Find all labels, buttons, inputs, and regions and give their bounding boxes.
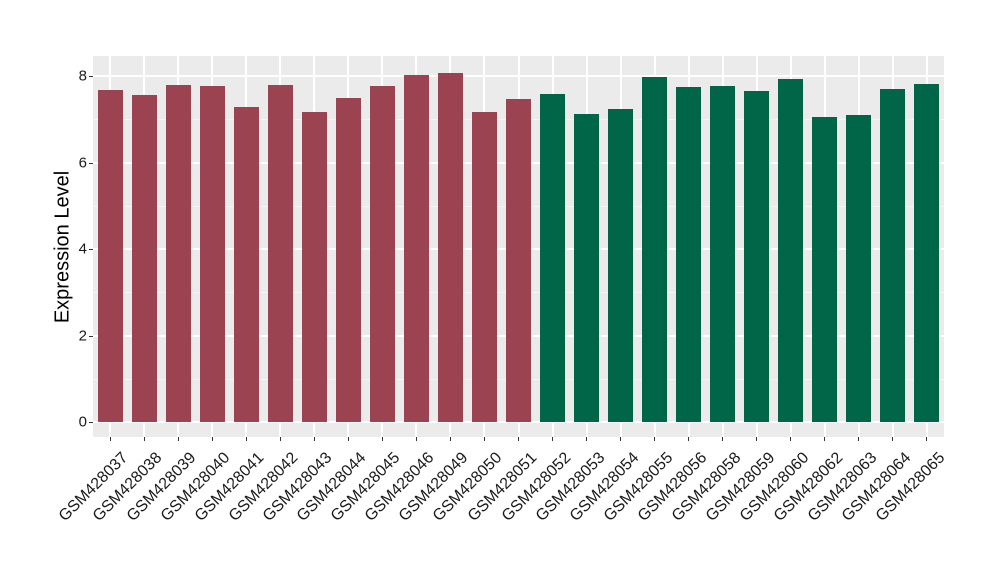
bar — [471, 112, 497, 422]
bar — [914, 83, 940, 422]
y-tick — [89, 162, 93, 164]
bar — [778, 79, 804, 422]
x-tick — [347, 437, 349, 441]
x-tick — [245, 437, 247, 441]
x-tick — [211, 437, 213, 441]
y-tick — [89, 76, 93, 77]
y-tick-label: 8 — [78, 67, 87, 85]
bar — [608, 108, 634, 422]
bars-layer — [93, 56, 944, 437]
bar — [710, 85, 736, 422]
bar — [846, 114, 872, 422]
x-tick — [279, 437, 281, 441]
y-tick-label: 6 — [78, 154, 87, 171]
y-tick — [89, 422, 93, 423]
x-tick — [926, 437, 928, 441]
x-tick — [892, 437, 894, 441]
y-tick-label: 0 — [78, 413, 87, 431]
x-tick — [654, 437, 656, 441]
x-tick — [790, 437, 792, 441]
x-tick — [109, 437, 111, 441]
bar — [403, 74, 429, 422]
bar — [369, 86, 395, 422]
y-tick-label: 4 — [78, 240, 87, 258]
x-tick — [518, 437, 519, 441]
bar — [676, 87, 702, 422]
x-tick — [858, 437, 860, 441]
x-tick — [756, 437, 758, 441]
x-tick — [313, 437, 315, 441]
x-tick — [688, 437, 690, 441]
x-tick — [143, 437, 145, 441]
bar — [812, 116, 838, 422]
bar — [335, 98, 361, 422]
plot-panel — [93, 56, 944, 437]
bar — [131, 94, 157, 422]
y-tick — [89, 249, 93, 250]
bar — [642, 77, 668, 422]
x-tick — [620, 437, 622, 441]
bar — [540, 94, 566, 422]
x-tick — [381, 437, 383, 441]
bar — [506, 98, 531, 422]
bar — [880, 88, 906, 422]
x-tick — [722, 437, 724, 441]
bar — [199, 86, 225, 422]
bar — [574, 113, 600, 422]
x-tick — [177, 437, 179, 441]
y-tick — [89, 335, 93, 337]
bar — [437, 73, 463, 422]
y-tick-label: 2 — [78, 327, 87, 344]
x-tick — [586, 437, 588, 441]
x-tick — [483, 437, 485, 441]
x-tick — [449, 437, 451, 441]
x-tick — [824, 437, 826, 441]
bar — [97, 90, 123, 422]
bar — [301, 111, 327, 422]
bar — [165, 84, 191, 422]
x-tick — [552, 437, 554, 441]
bar — [267, 84, 293, 422]
bar — [744, 91, 770, 422]
bar — [233, 107, 259, 422]
x-tick — [415, 437, 417, 441]
